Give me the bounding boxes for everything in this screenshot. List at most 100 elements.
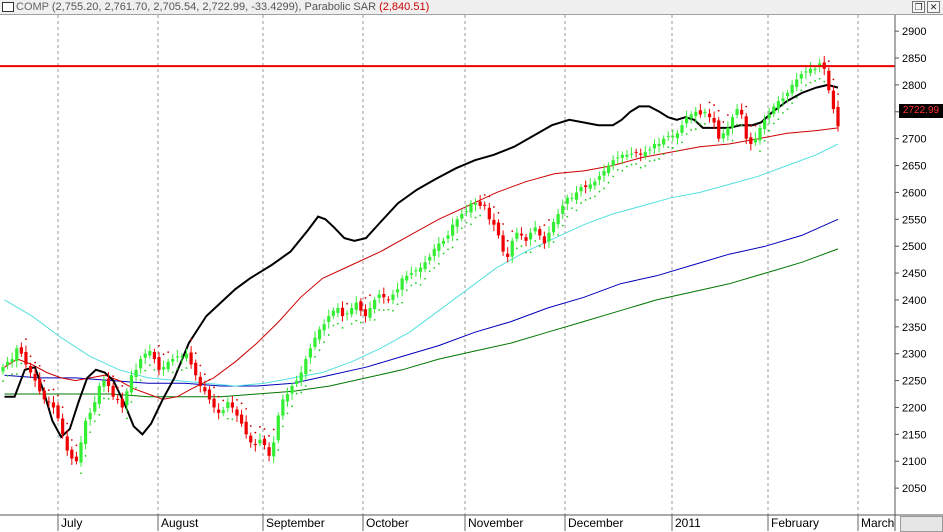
window-icon[interactable] bbox=[2, 2, 14, 12]
sar-dot bbox=[373, 318, 376, 321]
sar-dot bbox=[419, 283, 422, 286]
sar-dot bbox=[121, 385, 124, 387]
candle-body bbox=[116, 398, 120, 400]
sar-dot bbox=[355, 319, 358, 322]
axes: July August September October November Decemb… bbox=[0, 15, 943, 531]
candle-body bbox=[368, 308, 372, 318]
candle-body bbox=[680, 125, 684, 133]
restore-icon[interactable]: ❐ bbox=[912, 1, 925, 13]
candle-body bbox=[189, 352, 193, 365]
sar-dot bbox=[584, 199, 587, 201]
candle-body bbox=[455, 219, 459, 227]
candle-body bbox=[634, 151, 638, 153]
ma-black-line bbox=[4, 83, 839, 439]
sar-dot bbox=[814, 79, 816, 82]
candle-body bbox=[345, 313, 349, 315]
candle-body bbox=[529, 232, 533, 240]
candle-body bbox=[221, 410, 225, 414]
sar-dot bbox=[139, 379, 142, 382]
candle-body bbox=[547, 232, 551, 242]
candle-body bbox=[281, 399, 285, 416]
candle-body bbox=[781, 98, 785, 102]
sar-dot bbox=[424, 277, 426, 280]
candle-body bbox=[602, 170, 606, 176]
candle-body bbox=[194, 362, 198, 376]
candle-body bbox=[588, 184, 592, 189]
candle-body bbox=[386, 299, 390, 301]
sar-dot bbox=[694, 128, 697, 130]
candle-body bbox=[79, 442, 83, 463]
candle-body bbox=[657, 144, 661, 147]
candle-body bbox=[652, 144, 657, 149]
sar-dot bbox=[217, 395, 220, 398]
candle-body bbox=[331, 310, 335, 316]
sar-dot bbox=[515, 247, 518, 250]
candle-body bbox=[83, 420, 88, 444]
sar-dot bbox=[259, 425, 261, 428]
candle-body bbox=[584, 185, 588, 188]
candle-body bbox=[377, 294, 381, 298]
candle-body bbox=[33, 373, 37, 381]
candle-body bbox=[51, 402, 56, 408]
candle-body bbox=[717, 120, 721, 139]
y-tick-label: 2350 bbox=[902, 322, 926, 334]
candle-body bbox=[662, 138, 666, 145]
sar-dot bbox=[534, 240, 537, 242]
sar-dot bbox=[341, 327, 344, 329]
y-tick-label: 2400 bbox=[902, 295, 926, 307]
sar-dot bbox=[249, 425, 252, 427]
candle-body bbox=[758, 127, 762, 141]
candle-body bbox=[542, 236, 546, 244]
y-tick-label: 2450 bbox=[902, 268, 926, 280]
sar-dot bbox=[410, 284, 413, 287]
candle-body bbox=[730, 117, 735, 128]
close-icon[interactable]: ✕ bbox=[927, 1, 940, 13]
sar-dot bbox=[616, 168, 619, 171]
candle-body bbox=[813, 68, 817, 71]
sar-dot bbox=[203, 373, 206, 376]
candle-body bbox=[354, 302, 358, 310]
candle-body bbox=[831, 90, 836, 110]
x-tick-label: September bbox=[266, 516, 325, 530]
sar-dot bbox=[759, 150, 761, 152]
candle-body bbox=[157, 357, 161, 370]
sar-dot bbox=[626, 165, 628, 168]
candle-body bbox=[689, 114, 693, 119]
candle-body bbox=[776, 101, 780, 109]
sar-dot bbox=[304, 385, 307, 387]
candlesticks bbox=[1, 56, 840, 467]
sar-dot bbox=[226, 417, 229, 420]
sar-dot bbox=[580, 202, 582, 204]
sar-dot bbox=[837, 93, 839, 95]
sar-dot bbox=[125, 417, 128, 420]
sar-dot bbox=[208, 378, 211, 381]
candle-body bbox=[460, 213, 464, 219]
sar-dot bbox=[470, 223, 472, 226]
y-tick-label: 2850 bbox=[902, 53, 926, 65]
sar-dot bbox=[75, 444, 78, 447]
candle-body bbox=[239, 414, 244, 424]
sar-dot bbox=[786, 108, 789, 110]
sar-dot bbox=[213, 386, 215, 389]
sar-dot bbox=[130, 401, 133, 403]
sar-dot bbox=[291, 405, 293, 408]
sar-dot bbox=[593, 195, 596, 198]
price-chart[interactable]: July August September October November Decemb… bbox=[0, 15, 943, 532]
sar-dot bbox=[277, 449, 280, 451]
candle-body bbox=[496, 222, 501, 236]
sar-dot bbox=[116, 386, 119, 389]
sar-dot bbox=[561, 224, 564, 227]
sar-dot bbox=[740, 124, 743, 127]
sar-dot bbox=[648, 160, 651, 163]
sar-dot bbox=[704, 123, 706, 125]
chart-scrollbar[interactable] bbox=[900, 516, 943, 532]
candle-body bbox=[106, 378, 111, 386]
chart-title: COMP (2,755.20, 2,761.70, 2,705.54, 2,72… bbox=[16, 1, 430, 13]
candle-body bbox=[483, 204, 487, 206]
candle-body bbox=[707, 113, 712, 118]
candle-body bbox=[726, 127, 730, 136]
sar-dot bbox=[671, 146, 674, 149]
ma-red-line bbox=[4, 127, 839, 400]
sar-dot bbox=[240, 402, 243, 405]
candle-body bbox=[93, 402, 97, 412]
